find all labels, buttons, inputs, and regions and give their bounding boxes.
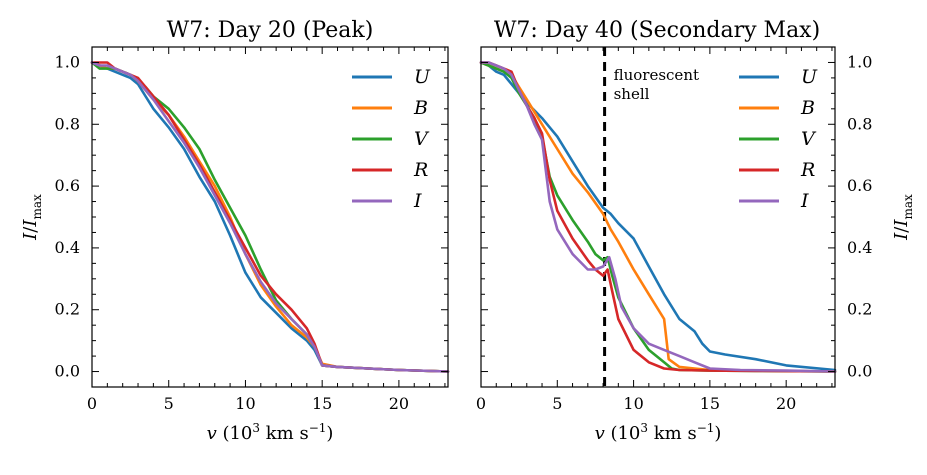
panel-2-series-I xyxy=(479,61,837,373)
panel-1-series-B xyxy=(90,61,450,373)
panel-1-ytick-label: 0.6 xyxy=(55,176,80,195)
panel-1-series-R xyxy=(90,61,450,373)
panel-1-xtick-label: 0 xyxy=(87,394,97,413)
panel-2-ytick-label: 0.0 xyxy=(847,362,872,381)
panel-1-series-U xyxy=(90,61,450,373)
panel-2-ylabel: I/Imax xyxy=(891,194,915,241)
panel-2-annotation-text-1: fluorescent xyxy=(614,66,699,84)
panel-2-xtick-label: 0 xyxy=(476,394,486,413)
panel-2-xtick-label: 10 xyxy=(623,394,643,413)
panel-2-frame xyxy=(480,46,836,388)
panel-2-series-R xyxy=(479,61,837,373)
panel-2-xlabel: v (103 km s−1) xyxy=(595,421,722,444)
panel-2-ytick-label: 0.8 xyxy=(847,114,872,133)
panel-2-legend-label-B: B xyxy=(800,97,815,119)
panel-2-xtick-label: 5 xyxy=(552,394,562,413)
panel-1-title: W7: Day 20 (Peak) xyxy=(167,18,374,43)
panel-2-ytick-label: 0.6 xyxy=(847,176,872,195)
panel-2-series-V xyxy=(479,61,837,373)
panel-1-xtick-label: 5 xyxy=(164,394,174,413)
panel-2-title: W7: Day 40 (Secondary Max) xyxy=(494,18,820,43)
panel-2-legend-label-I: I xyxy=(800,190,809,212)
panel-1: 0 5 10 15 20 0.0 0.2 0.4 0.6 0.8 1.0 v (103 km s−1)… xyxy=(20,46,450,444)
panel-1-ylabel: I/Imax xyxy=(20,194,44,241)
panel-1-ytick-label: 0.2 xyxy=(55,300,80,319)
panel-2-legend-label-R: R xyxy=(800,159,815,181)
panel-1-xtick-label: 15 xyxy=(312,394,332,413)
panel-1-ytick-label: 0.8 xyxy=(55,114,80,133)
panel-1-ytick-label: 0.0 xyxy=(55,362,80,381)
panel-1-xlabel: v (103 km s−1) xyxy=(207,421,334,444)
panel-1-legend-label-B: B xyxy=(413,97,428,119)
panel-1-legend-label-V: V xyxy=(414,128,430,150)
panel-2-xtick-label: 20 xyxy=(776,394,796,413)
panel-2-series-U xyxy=(479,61,837,372)
panel-1-ytick-label: 0.4 xyxy=(55,238,80,257)
panel-2-annotation-text-2: shell xyxy=(614,85,650,103)
panel-1-series-I xyxy=(90,61,450,373)
panel-2-ytick-label: 0.4 xyxy=(847,238,872,257)
panel-1-series-V xyxy=(90,61,450,373)
panel-2-legend-label-V: V xyxy=(801,128,817,150)
panel-1-xtick-label: 10 xyxy=(235,394,255,413)
panel-1-ytick-label: 1.0 xyxy=(55,52,80,71)
panel-2-legend-label-U: U xyxy=(801,66,818,88)
panel-1-legend-label-I: I xyxy=(413,190,422,212)
panel-1-xtick-label: 20 xyxy=(389,394,409,413)
panel-2-ytick-label: 0.2 xyxy=(847,300,872,319)
panel-1-legend-label-U: U xyxy=(414,66,431,88)
panel-2-ytick-label: 1.0 xyxy=(847,52,872,71)
panel-1-legend-label-R: R xyxy=(413,159,428,181)
panel-2-xtick-label: 15 xyxy=(700,394,720,413)
